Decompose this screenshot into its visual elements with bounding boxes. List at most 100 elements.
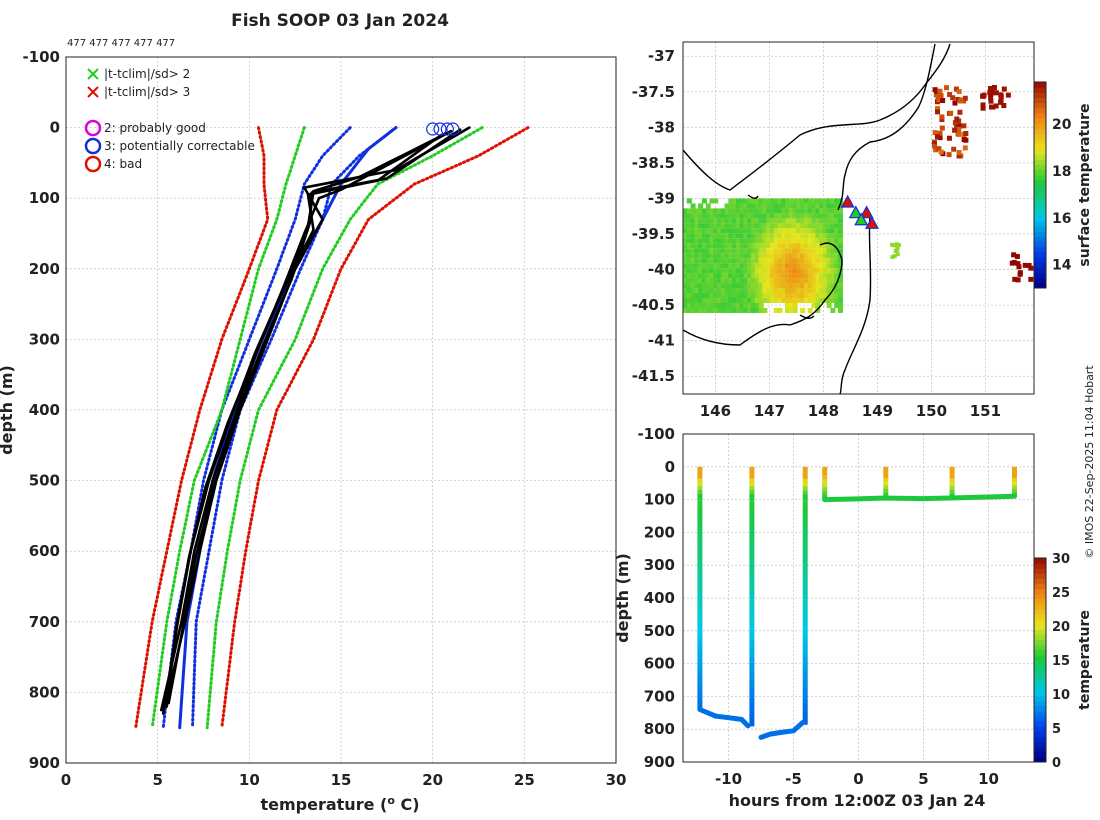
sst-cell — [781, 213, 787, 219]
sst-cell — [792, 293, 798, 299]
sst-cell — [732, 283, 738, 289]
sst-cell — [717, 243, 723, 249]
sst-cell — [788, 283, 794, 289]
sst-cell — [713, 198, 719, 204]
sst-cell — [803, 223, 809, 229]
sst-cell — [728, 302, 734, 308]
map-x-ticks: 146 147 148 149 150 151 — [700, 402, 1001, 420]
sst-cell — [785, 238, 791, 244]
sst-cell — [728, 307, 734, 313]
section-y-tick-label: 0 — [665, 458, 675, 476]
section-y-tick-label: 300 — [644, 556, 675, 574]
sst-cell — [819, 238, 825, 244]
sst-cell — [1028, 276, 1034, 282]
profile-flags — [426, 122, 460, 136]
sst-cell — [709, 208, 715, 214]
sst-cell — [747, 218, 753, 224]
sst-cell — [698, 253, 704, 259]
section-casts — [697, 466, 1017, 740]
sst-cell — [785, 203, 791, 209]
sst-cell — [834, 228, 840, 234]
profile-x-tick-label: 15 — [331, 771, 352, 789]
sst-cell — [732, 248, 738, 254]
sst-cell — [694, 288, 700, 294]
sst-cell — [717, 248, 723, 254]
sst-cell — [1015, 277, 1021, 283]
sst-cell — [837, 273, 843, 279]
sst-cell — [781, 283, 787, 289]
map-colorbar-segment — [1034, 102, 1046, 109]
sst-cell — [1014, 253, 1020, 259]
sst-cell — [690, 233, 696, 239]
sst-cell — [938, 93, 944, 99]
sst-cell — [830, 278, 836, 284]
sst-cell — [717, 213, 723, 219]
sst-cell — [743, 307, 749, 313]
sst-cell — [762, 213, 768, 219]
map-colorbar-segment — [1034, 107, 1046, 114]
map-colorbar-segment — [1034, 272, 1046, 279]
section-y-tick-label: 400 — [644, 589, 675, 607]
sst-cell — [683, 288, 688, 294]
sst-cell — [811, 208, 817, 214]
sst-cell — [796, 268, 802, 274]
sst-cell — [781, 273, 787, 279]
sst-cell — [751, 263, 757, 269]
sst-cell — [837, 293, 843, 299]
sst-cell — [811, 238, 817, 244]
sst-cell — [819, 258, 825, 264]
profile-y-tick-label: 500 — [29, 472, 60, 490]
sst-cell — [705, 307, 711, 313]
sst-cell — [781, 248, 787, 254]
sst-cell — [686, 307, 692, 313]
sst-cell — [683, 208, 688, 214]
sst-cell — [956, 126, 962, 132]
sst-cell — [837, 288, 843, 294]
section-x-label: hours from 12:00Z 03 Jan 24 — [729, 791, 986, 810]
sst-cell — [963, 137, 969, 143]
sst-cell — [837, 203, 843, 209]
map-colorbar-segment — [1034, 210, 1046, 217]
sst-cell — [988, 86, 994, 92]
sst-cell — [788, 248, 794, 254]
sst-cell — [705, 283, 711, 289]
sst-cell — [819, 268, 825, 274]
sst-cell — [751, 302, 757, 308]
sst-cell — [894, 242, 899, 247]
sst-cell — [830, 198, 836, 204]
sst-cell — [830, 263, 836, 269]
sst-cell — [735, 302, 741, 308]
sst-cell — [751, 278, 757, 284]
sst-cell — [754, 253, 760, 259]
sst-cell — [834, 288, 840, 294]
legend-circle-marker — [84, 137, 102, 155]
sst-cell — [792, 278, 798, 284]
sst-cell — [709, 228, 715, 234]
sst-cell — [766, 273, 772, 279]
sst-cell — [834, 293, 840, 299]
sst-cell — [811, 233, 817, 239]
sst-cell — [788, 273, 794, 279]
sst-cell — [766, 208, 772, 214]
sst-cell — [822, 258, 828, 264]
map-drop-markers — [840, 194, 880, 229]
sst-cell — [720, 307, 726, 313]
sst-cell — [698, 248, 704, 254]
sst-cell — [815, 288, 821, 294]
sst-cell — [705, 213, 711, 219]
sst-cell — [781, 238, 787, 244]
sst-cell — [690, 243, 696, 249]
sst-cell — [1026, 263, 1032, 269]
sst-cell — [826, 278, 832, 284]
sst-cell — [709, 213, 715, 219]
sst-cell — [773, 288, 779, 294]
map-colorbar-segment — [1034, 267, 1046, 274]
sst-cell — [705, 228, 711, 234]
sst-cell — [796, 263, 802, 269]
sst-cell — [751, 283, 757, 289]
sst-cell — [724, 218, 730, 224]
sst-cell — [957, 109, 963, 115]
sst-cell — [698, 273, 704, 279]
sst-cell — [717, 258, 723, 264]
sst-cell — [773, 263, 779, 269]
